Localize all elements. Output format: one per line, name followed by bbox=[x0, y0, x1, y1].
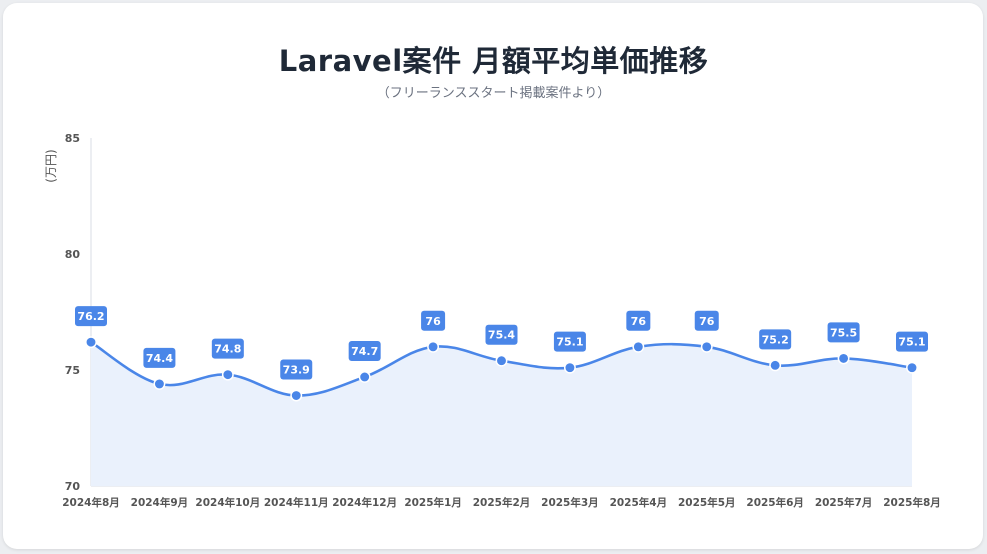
x-tick-label: 2025年6月 bbox=[746, 496, 804, 509]
y-axis-title: (万円) bbox=[44, 149, 58, 182]
data-point bbox=[85, 336, 97, 349]
data-label-text: 76 bbox=[631, 315, 647, 328]
x-tick-label: 2024年11月 bbox=[264, 496, 329, 509]
x-tick-label: 2025年4月 bbox=[610, 496, 668, 509]
data-point bbox=[563, 361, 576, 374]
chart-subtitle: （フリーランススタート掲載案件より） bbox=[376, 86, 611, 101]
series-area bbox=[91, 342, 912, 486]
data-label-box bbox=[211, 338, 244, 359]
data-point bbox=[290, 389, 303, 402]
data-label: 76 bbox=[421, 310, 446, 331]
data-label-box bbox=[553, 331, 586, 352]
x-tick-label: 2025年8月 bbox=[883, 496, 941, 509]
data-label-box bbox=[694, 310, 719, 331]
x-tick-label: 2024年12月 bbox=[332, 496, 397, 509]
x-tick-label: 2025年2月 bbox=[473, 496, 531, 509]
data-label: 75.2 bbox=[759, 329, 792, 350]
data-label-box bbox=[75, 306, 107, 327]
data-label-text: 76.2 bbox=[77, 310, 104, 323]
data-label-box bbox=[143, 347, 176, 368]
data-label: 74.8 bbox=[211, 338, 244, 359]
data-label: 76 bbox=[626, 310, 651, 331]
data-label: 76 bbox=[694, 310, 719, 331]
x-tick-label: 2024年8月 bbox=[62, 496, 120, 509]
data-label-text: 74.8 bbox=[214, 343, 241, 356]
data-label-box bbox=[896, 331, 928, 352]
data-point bbox=[906, 361, 918, 374]
data-label: 75.4 bbox=[485, 324, 518, 345]
data-label-text: 75.4 bbox=[488, 329, 515, 342]
data-point bbox=[700, 340, 713, 353]
data-label-text: 76 bbox=[699, 315, 715, 328]
x-tick-label: 2025年7月 bbox=[815, 496, 873, 509]
data-point bbox=[358, 371, 371, 383]
data-label-text: 74.7 bbox=[351, 345, 378, 358]
data-label-box bbox=[421, 310, 446, 331]
y-tick-label: 70 bbox=[65, 480, 81, 493]
x-tick-label: 2025年5月 bbox=[678, 496, 736, 509]
data-label-text: 76 bbox=[425, 315, 441, 328]
data-label-box bbox=[759, 329, 792, 350]
chart-title: Laravel案件 月額平均単価推移 bbox=[278, 44, 709, 78]
x-tick-label: 2025年3月 bbox=[541, 496, 599, 509]
data-label: 74.7 bbox=[348, 340, 381, 361]
data-label: 74.4 bbox=[143, 347, 176, 368]
data-label-box bbox=[485, 324, 518, 345]
data-label-text: 74.4 bbox=[146, 352, 173, 365]
data-label-text: 75.1 bbox=[898, 336, 925, 349]
data-label-text: 73.9 bbox=[283, 364, 310, 377]
data-point bbox=[495, 354, 508, 367]
x-tick-label: 2024年9月 bbox=[131, 496, 189, 509]
data-label-box bbox=[827, 322, 860, 343]
data-point bbox=[769, 359, 782, 372]
data-point bbox=[221, 368, 234, 381]
data-label: 75.1 bbox=[553, 331, 586, 352]
y-tick-label: 80 bbox=[65, 248, 81, 261]
data-label: 75.1 bbox=[896, 331, 928, 352]
data-point bbox=[632, 340, 645, 353]
data-label: 76.2 bbox=[75, 306, 107, 327]
data-label-box bbox=[626, 310, 651, 331]
data-label-box bbox=[280, 359, 313, 380]
y-tick-label: 75 bbox=[65, 364, 80, 377]
x-tick-label: 2024年10月 bbox=[195, 496, 260, 509]
data-label: 73.9 bbox=[280, 359, 313, 380]
data-point bbox=[427, 340, 440, 353]
data-label-box bbox=[348, 340, 381, 361]
data-label-text: 75.2 bbox=[762, 333, 789, 346]
x-tick-label: 2025年1月 bbox=[404, 496, 462, 509]
y-tick-label: 85 bbox=[65, 132, 80, 145]
data-label: 75.5 bbox=[827, 322, 860, 343]
data-label-text: 75.5 bbox=[830, 326, 857, 339]
data-label-text: 75.1 bbox=[556, 336, 583, 349]
data-point bbox=[153, 377, 166, 390]
data-point bbox=[837, 352, 850, 365]
